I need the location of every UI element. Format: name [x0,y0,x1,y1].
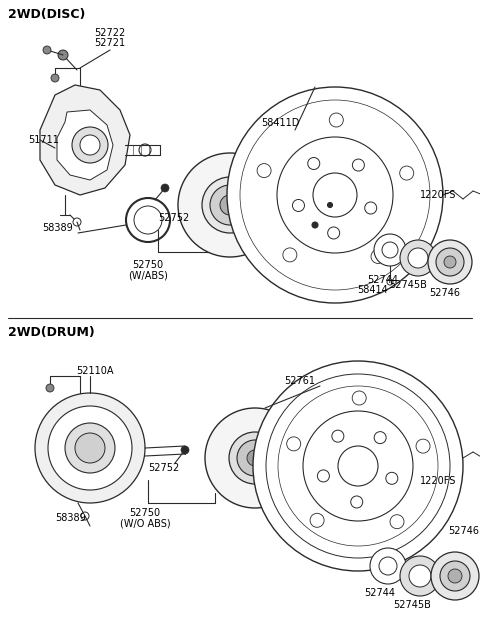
Circle shape [308,158,320,170]
Circle shape [283,248,297,262]
Text: (W/O ABS): (W/O ABS) [120,518,170,528]
Circle shape [317,470,329,482]
Circle shape [436,248,464,276]
Text: 52745B: 52745B [389,280,427,290]
Circle shape [338,446,378,486]
Circle shape [220,195,240,215]
Text: 52750: 52750 [132,260,164,270]
Circle shape [202,177,258,233]
Text: 51711: 51711 [28,135,59,145]
Circle shape [247,450,263,466]
Text: 52752: 52752 [148,463,179,473]
Circle shape [75,433,105,463]
Text: 58414: 58414 [358,285,388,295]
Circle shape [310,513,324,528]
Circle shape [161,184,169,192]
Text: 58389: 58389 [42,223,73,233]
Text: 52750: 52750 [130,508,161,518]
Circle shape [400,240,436,276]
Circle shape [303,411,413,521]
Circle shape [313,173,357,217]
Circle shape [257,163,271,177]
Circle shape [400,556,440,596]
Text: 2WD(DRUM): 2WD(DRUM) [8,326,95,339]
Circle shape [48,406,132,490]
Circle shape [440,561,470,591]
Circle shape [352,159,364,171]
Circle shape [428,240,472,284]
Circle shape [51,74,59,82]
Circle shape [80,135,100,155]
Circle shape [210,185,250,225]
Circle shape [352,391,366,405]
Circle shape [229,432,281,484]
Circle shape [329,113,343,127]
Circle shape [287,437,300,451]
Circle shape [351,496,363,508]
Circle shape [400,166,414,180]
Text: 52722: 52722 [95,28,126,38]
Circle shape [35,393,145,503]
Text: 52746: 52746 [448,526,479,536]
Circle shape [387,279,393,285]
Circle shape [43,46,51,54]
Text: 1220FS: 1220FS [420,476,456,486]
Circle shape [277,137,393,253]
Circle shape [409,565,431,587]
Text: 2WD(DISC): 2WD(DISC) [8,8,85,21]
Circle shape [371,249,385,263]
Circle shape [448,569,462,583]
Text: 52761: 52761 [285,376,315,386]
Text: 52752: 52752 [158,213,189,223]
Text: (W/ABS): (W/ABS) [128,270,168,280]
Circle shape [178,153,282,257]
Circle shape [205,408,305,508]
Circle shape [237,440,273,476]
Circle shape [382,242,398,258]
Circle shape [65,423,115,473]
Text: 52744: 52744 [364,588,396,598]
Circle shape [408,248,428,268]
Circle shape [81,512,89,520]
Circle shape [72,127,108,163]
Circle shape [374,234,406,266]
Polygon shape [40,85,130,195]
Circle shape [292,199,304,211]
Circle shape [431,552,479,600]
Circle shape [181,446,189,454]
Circle shape [374,432,386,444]
Circle shape [253,361,463,571]
Text: 52746: 52746 [430,288,460,298]
Circle shape [46,384,54,392]
Circle shape [370,548,406,584]
Circle shape [379,557,397,575]
Circle shape [386,473,398,485]
Circle shape [328,227,340,239]
Text: 52110A: 52110A [76,366,114,376]
Circle shape [365,202,377,214]
Circle shape [312,222,318,228]
Circle shape [390,515,404,529]
Circle shape [227,87,443,303]
Text: 58411D: 58411D [261,118,299,128]
Text: 52744: 52744 [368,275,398,285]
Circle shape [327,203,333,208]
Circle shape [416,439,430,453]
Circle shape [58,50,68,60]
Text: 52745B: 52745B [393,600,431,610]
Text: 1220FS: 1220FS [420,190,456,200]
Circle shape [332,430,344,442]
Polygon shape [57,110,113,180]
Text: 52721: 52721 [95,38,126,48]
Circle shape [444,256,456,268]
Text: 58389: 58389 [55,513,86,523]
Circle shape [73,218,81,226]
